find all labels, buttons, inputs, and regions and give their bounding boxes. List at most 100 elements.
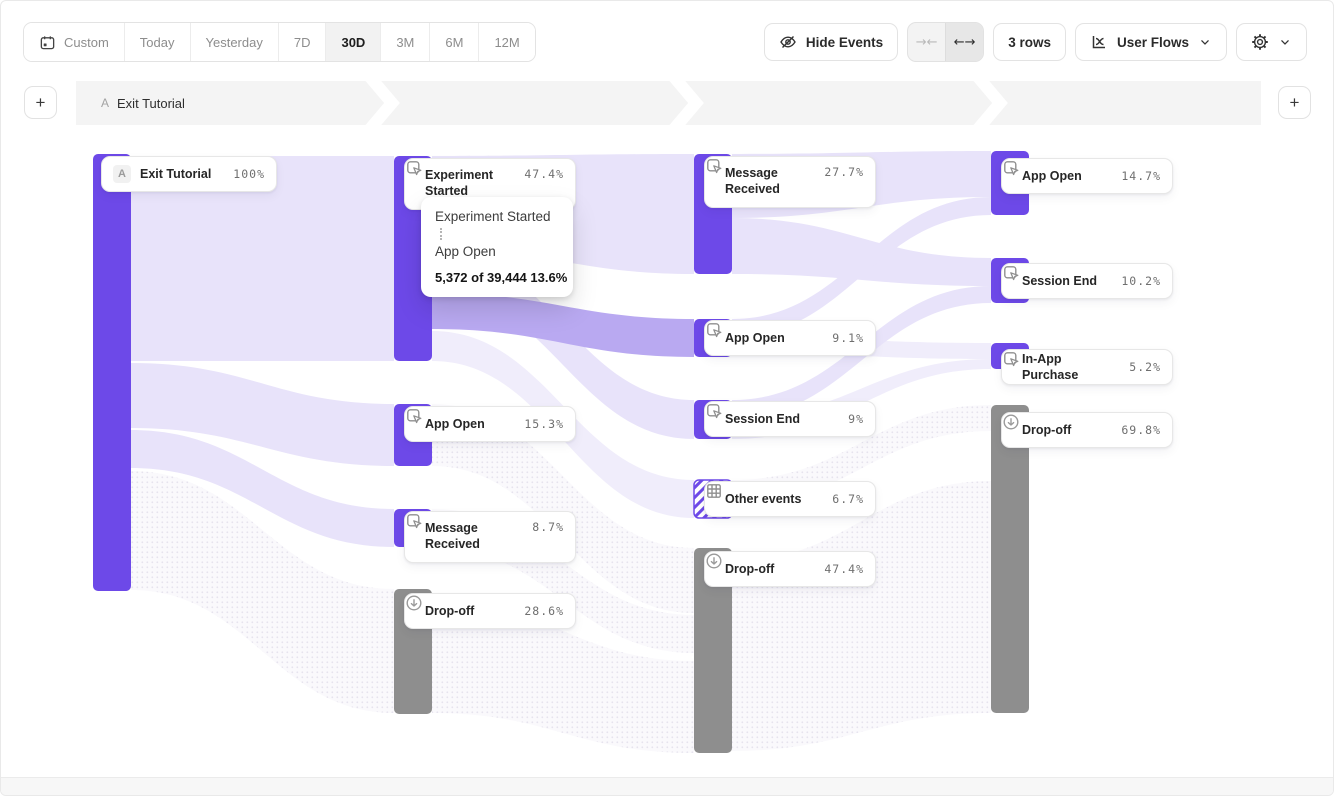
flow-link[interactable] bbox=[732, 218, 991, 286]
node-percentage: 8.7% bbox=[532, 520, 564, 534]
step-event-badge: A bbox=[101, 96, 110, 110]
add-step-before-button[interactable]: + bbox=[24, 86, 57, 119]
hide-events-button[interactable]: Hide Events bbox=[763, 23, 899, 61]
rows-count-button[interactable]: 3 rows bbox=[993, 23, 1066, 61]
flow-link-highlighted[interactable] bbox=[432, 293, 694, 357]
flow-link[interactable] bbox=[732, 197, 991, 337]
node-label: Drop-off bbox=[425, 603, 475, 618]
date-range-12m[interactable]: 12M bbox=[478, 23, 535, 61]
step-1-header[interactable]: A Exit Tutorial bbox=[101, 81, 185, 125]
flow-tooltip: Experiment Started App Open 5,372 of 39,… bbox=[421, 197, 573, 297]
date-range-selector: Custom Today Yesterday 7D 30D 3M 6M 12M bbox=[23, 22, 536, 62]
calendar-icon bbox=[39, 34, 56, 51]
node-label: Drop-off bbox=[1022, 422, 1072, 437]
view-type-label: User Flows bbox=[1116, 34, 1189, 50]
footer-bar bbox=[1, 777, 1333, 795]
node-card-app-open[interactable]: App Open 14.7% bbox=[1001, 158, 1173, 194]
node-percentage: 69.8% bbox=[1121, 423, 1161, 437]
date-range-custom[interactable]: Custom bbox=[24, 23, 124, 61]
node-label: Experiment Started bbox=[425, 168, 494, 199]
node-label: App Open bbox=[725, 330, 785, 345]
node-card-exit-tutorial[interactable]: A Exit Tutorial 100% bbox=[101, 156, 277, 192]
node-percentage: 9% bbox=[848, 412, 864, 426]
step-event-label: Exit Tutorial bbox=[117, 95, 185, 111]
tooltip-target-event: App Open bbox=[435, 244, 496, 259]
node-percentage: 10.2% bbox=[1121, 274, 1161, 288]
date-range-label: 30D bbox=[341, 34, 366, 50]
add-step-after-button[interactable]: + bbox=[1278, 86, 1311, 119]
node-card-drop-off[interactable]: Drop-off 47.4% bbox=[704, 551, 876, 587]
node-percentage: 27.7% bbox=[824, 165, 864, 179]
node-percentage: 100% bbox=[233, 167, 265, 181]
date-range-6m[interactable]: 6M bbox=[429, 23, 479, 61]
date-range-label: 7D bbox=[293, 34, 311, 50]
date-range-label: 3M bbox=[396, 34, 415, 50]
node-bar-exit-tutorial[interactable] bbox=[93, 154, 131, 591]
date-range-label: Yesterday bbox=[205, 34, 263, 50]
collapse-columns-button[interactable]: →← bbox=[908, 23, 945, 61]
date-range-3m[interactable]: 3M bbox=[380, 23, 430, 61]
date-range-today[interactable]: Today bbox=[123, 23, 190, 61]
node-label: Message Received bbox=[725, 166, 780, 197]
tooltip-stat: 5,372 of 39,444 13.6% bbox=[435, 270, 568, 285]
rows-count-label: 3 rows bbox=[1008, 34, 1051, 50]
node-percentage: 6.7% bbox=[832, 492, 864, 506]
node-card-app-open[interactable]: App Open 15.3% bbox=[404, 406, 576, 442]
node-card-in-app-purchase[interactable]: In-App Purchase 5.2% bbox=[1001, 349, 1173, 385]
expand-columns-button[interactable]: ←→ bbox=[945, 23, 984, 61]
node-card-session-end[interactable]: Session End 9% bbox=[704, 401, 876, 437]
chevron-down-icon bbox=[1198, 35, 1212, 49]
node-bar-drop-off[interactable] bbox=[694, 548, 732, 753]
node-label: Exit Tutorial bbox=[140, 166, 212, 181]
settings-dropdown-button[interactable] bbox=[1236, 23, 1307, 61]
node-percentage: 14.7% bbox=[1121, 169, 1161, 183]
user-flows-chart-icon bbox=[1090, 33, 1108, 51]
flow-link[interactable] bbox=[732, 405, 991, 506]
node-card-message-received[interactable]: Message Received 27.7% bbox=[704, 156, 876, 208]
date-range-label: 6M bbox=[445, 34, 464, 50]
flow-link[interactable] bbox=[131, 363, 394, 466]
flow-link[interactable] bbox=[732, 481, 991, 751]
date-range-yesterday[interactable]: Yesterday bbox=[189, 23, 278, 61]
node-card-drop-off[interactable]: Drop-off 69.8% bbox=[1001, 412, 1173, 448]
tooltip-source-event: Experiment Started bbox=[435, 209, 551, 224]
flow-link[interactable] bbox=[432, 404, 694, 613]
hide-events-label: Hide Events bbox=[805, 34, 884, 50]
flow-link[interactable] bbox=[131, 156, 394, 361]
step-separators bbox=[365, 73, 1008, 133]
flow-link[interactable] bbox=[131, 471, 394, 713]
step-separator-chevron bbox=[669, 73, 704, 133]
toolbar: Custom Today Yesterday 7D 30D 3M 6M 12M Hide Ev… bbox=[23, 22, 1307, 62]
node-label: Drop-off bbox=[725, 561, 775, 576]
node-card-other-events[interactable]: Other events 6.7% bbox=[704, 481, 876, 517]
date-range-label: Today bbox=[139, 34, 175, 50]
node-percentage: 15.3% bbox=[524, 417, 564, 431]
node-bar-drop-off[interactable] bbox=[991, 405, 1029, 713]
node-label: Other events bbox=[725, 491, 802, 506]
view-type-dropdown[interactable]: User Flows bbox=[1074, 23, 1227, 61]
date-range-30d[interactable]: 30D bbox=[325, 23, 381, 61]
node-card-drop-off[interactable]: Drop-off 28.6% bbox=[404, 593, 576, 629]
date-range-label: 12M bbox=[494, 34, 520, 50]
node-label: App Open bbox=[1022, 168, 1082, 183]
node-label: App Open bbox=[425, 416, 485, 431]
node-percentage: 28.6% bbox=[524, 604, 564, 618]
steps-header-band: A Exit Tutorial bbox=[76, 73, 1261, 133]
date-range-label: Custom bbox=[64, 34, 109, 50]
node-percentage: 9.1% bbox=[832, 331, 864, 345]
flow-link[interactable] bbox=[432, 601, 694, 753]
collapse-arrows-icon: →← bbox=[915, 34, 938, 50]
flow-link[interactable] bbox=[131, 430, 394, 547]
width-toggle-group: →← ←→ bbox=[907, 22, 985, 62]
tooltip-flow-connector bbox=[440, 228, 442, 240]
eye-off-icon bbox=[779, 33, 797, 51]
node-label: Session End bbox=[725, 411, 801, 426]
node-label: Message Received bbox=[425, 521, 480, 552]
node-percentage: 47.4% bbox=[524, 167, 564, 181]
chevron-down-icon bbox=[1278, 35, 1292, 49]
node-card-message-received[interactable]: Message Received 8.7% bbox=[404, 511, 576, 563]
node-card-app-open[interactable]: App Open 9.1% bbox=[704, 320, 876, 356]
node-card-session-end[interactable]: Session End 10.2% bbox=[1001, 263, 1173, 299]
date-range-7d[interactable]: 7D bbox=[277, 23, 326, 61]
